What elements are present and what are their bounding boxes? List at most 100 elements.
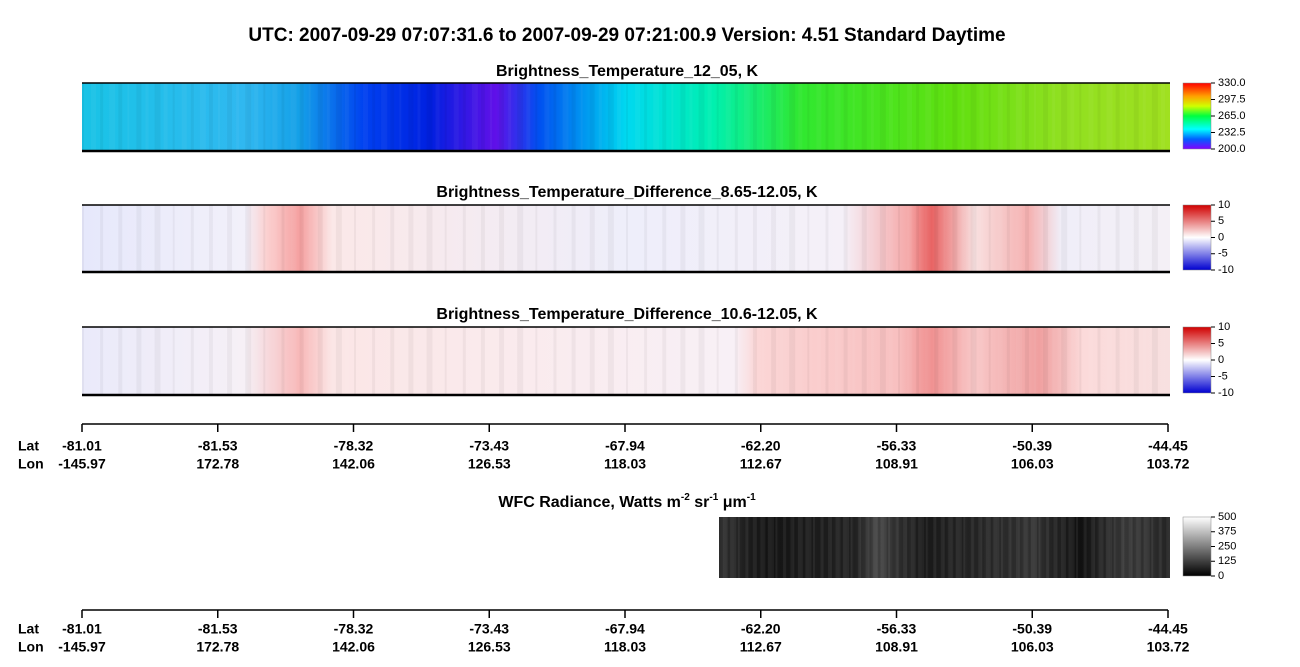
texture	[417, 205, 421, 272]
texture	[725, 205, 731, 272]
texture	[925, 205, 932, 272]
texture	[790, 517, 795, 578]
texture	[490, 327, 492, 395]
texture	[1052, 83, 1056, 151]
texture	[861, 205, 867, 272]
texture	[1057, 517, 1060, 578]
lon-tick-label: 126.53	[468, 456, 511, 472]
texture	[955, 517, 962, 578]
lon-tick-label: 112.67	[740, 456, 782, 472]
texture	[236, 205, 240, 272]
texture	[616, 83, 621, 151]
texture	[861, 83, 867, 151]
lat-tick-label: -78.32	[334, 621, 374, 637]
texture	[1015, 205, 1022, 272]
texture	[1034, 517, 1039, 578]
texture	[553, 327, 557, 395]
colorbar-label: 5	[1218, 337, 1224, 349]
texture	[1006, 205, 1010, 272]
swath-image	[82, 327, 1170, 395]
colorbar-label: 375	[1218, 526, 1236, 538]
texture	[290, 327, 297, 395]
texture	[453, 205, 459, 272]
texture	[805, 517, 812, 578]
texture	[363, 327, 369, 395]
texture	[426, 83, 433, 151]
texture	[798, 205, 803, 272]
texture	[91, 327, 97, 395]
texture	[898, 83, 900, 151]
texture	[861, 517, 868, 578]
texture	[1124, 327, 1127, 395]
texture	[689, 327, 693, 395]
texture	[906, 517, 909, 578]
texture	[1053, 517, 1058, 578]
texture	[1143, 517, 1150, 578]
texture	[263, 205, 266, 272]
texture	[1070, 205, 1075, 272]
texture	[109, 327, 116, 395]
texture	[254, 205, 259, 272]
texture	[199, 83, 206, 151]
lon-tick-label: 142.06	[332, 639, 375, 655]
texture	[865, 517, 870, 578]
texture	[970, 327, 977, 395]
texture	[199, 205, 206, 272]
texture	[218, 327, 220, 395]
texture	[490, 83, 492, 151]
texture	[1160, 83, 1165, 151]
swath-image	[719, 517, 1170, 578]
texture	[344, 205, 349, 272]
texture	[895, 517, 899, 578]
texture	[598, 83, 602, 151]
texture	[1024, 83, 1029, 151]
texture	[794, 517, 797, 578]
texture	[719, 517, 721, 578]
texture	[1160, 205, 1165, 272]
texture	[767, 517, 774, 578]
colorbar	[1182, 204, 1212, 271]
texture	[1109, 517, 1114, 578]
texture	[1043, 205, 1049, 272]
texture	[1027, 517, 1031, 578]
texture	[1034, 205, 1036, 272]
texture	[181, 205, 187, 272]
texture	[726, 517, 730, 578]
texture	[1034, 83, 1036, 151]
texture	[1079, 327, 1082, 395]
texture	[771, 205, 777, 272]
texture	[944, 517, 947, 578]
texture	[1097, 83, 1101, 151]
texture	[963, 517, 966, 578]
texture	[997, 327, 1003, 395]
texture	[308, 83, 311, 151]
texture	[780, 327, 784, 395]
texture	[1064, 517, 1068, 578]
texture	[827, 517, 832, 578]
texture	[317, 327, 323, 395]
texture	[181, 83, 187, 151]
texture	[1015, 327, 1022, 395]
texture	[1151, 205, 1158, 272]
texture	[417, 327, 421, 395]
colorbar-label: -5	[1218, 370, 1228, 382]
texture	[589, 205, 595, 272]
colorbar-label: 297.5	[1218, 93, 1246, 105]
texture	[571, 83, 576, 151]
texture	[988, 205, 991, 272]
texture	[1079, 517, 1085, 578]
texture	[834, 83, 841, 151]
texture	[1043, 327, 1049, 395]
texture	[354, 205, 356, 272]
texture	[82, 205, 84, 272]
texture	[154, 205, 161, 272]
colorbar-label: 10	[1218, 321, 1230, 333]
lat-tick-label: -81.53	[198, 438, 238, 454]
texture	[626, 327, 628, 395]
texture	[1019, 517, 1022, 578]
texture	[91, 205, 97, 272]
texture	[1162, 517, 1169, 578]
lon-tick-label: 108.91	[875, 456, 918, 472]
texture	[843, 83, 848, 151]
texture	[698, 327, 705, 395]
